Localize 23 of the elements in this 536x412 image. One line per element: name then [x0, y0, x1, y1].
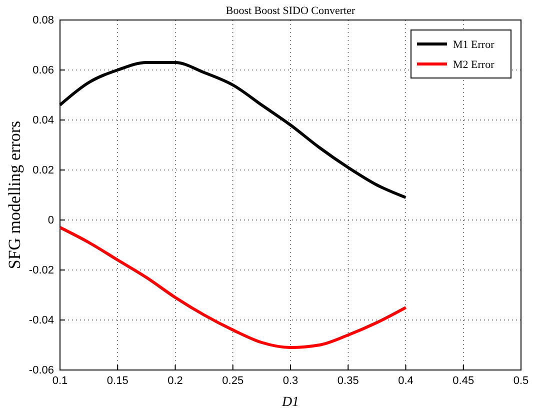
- x-tick-label: 0.3: [282, 374, 298, 387]
- y-tick-label: 0.04: [32, 114, 54, 127]
- y-tick-label: -0.06: [28, 364, 54, 377]
- y-tick-label: -0.04: [28, 314, 54, 327]
- x-tick-label: 0.35: [337, 374, 359, 387]
- x-tick-label: 0.4: [398, 374, 414, 387]
- legend-label: M2 Error: [453, 59, 495, 71]
- line-series: [58, 226, 408, 349]
- x-axis-title: D1: [280, 395, 300, 410]
- y-tick-label: 0: [48, 214, 54, 227]
- y-axis-title: SFG modelling errors: [5, 120, 24, 270]
- x-tick-label: 0.45: [452, 374, 474, 387]
- x-tick-label: 0.2: [168, 374, 183, 387]
- y-tick-label: 0.08: [32, 14, 54, 27]
- x-tick-label: 0.15: [106, 374, 128, 387]
- y-tick-label: 0.06: [32, 64, 54, 77]
- y-tick-label: 0.02: [32, 164, 54, 177]
- y-tick-label: -0.02: [28, 264, 54, 277]
- x-tick-label: 0.25: [222, 374, 244, 387]
- chart-title: Boost Boost SIDO Converter: [226, 5, 356, 17]
- x-tick-label: 0.5: [513, 374, 529, 387]
- x-tick-label: 0.1: [52, 374, 68, 387]
- legend-label: M1 Error: [453, 39, 495, 51]
